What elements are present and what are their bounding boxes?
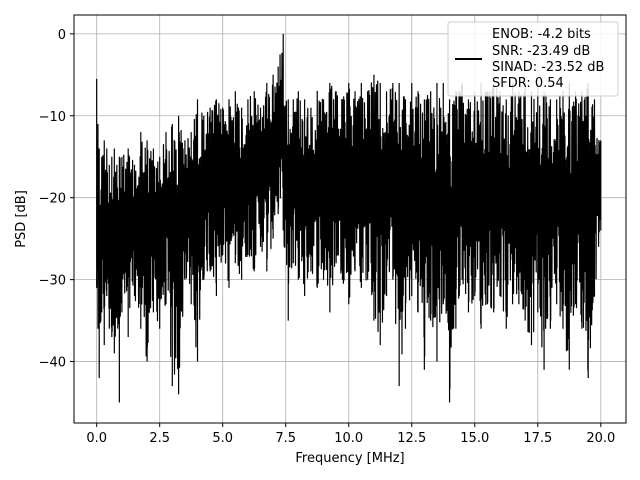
x-tick-label: 5.0	[212, 431, 233, 446]
x-tick-label: 17.5	[523, 431, 552, 446]
x-tick-label: 20.0	[586, 431, 615, 446]
x-axis: 0.0 2.5 5.0 7.5 10.0 12.5 15.0 17.5 20.0	[86, 423, 615, 446]
legend: ENOB: -4.2 bits SNR: -23.49 dB SINAD: -2…	[447, 21, 619, 97]
y-tick-label: 0	[58, 28, 66, 43]
y-tick-label: −20	[39, 192, 66, 207]
x-tick-label: 2.5	[149, 431, 170, 446]
legend-sfdr: SFDR: 0.54	[492, 76, 564, 91]
x-tick-label: 0.0	[86, 431, 107, 446]
y-tick-label: −40	[39, 356, 66, 371]
legend-box	[447, 21, 619, 97]
y-axis-label: PSD [dB]	[14, 190, 29, 248]
psd-series	[96, 33, 602, 403]
x-tick-label: 10.0	[334, 431, 363, 446]
legend-sinad: SINAD: -23.52 dB	[492, 60, 604, 75]
legend-snr: SNR: -23.49 dB	[492, 44, 590, 59]
legend-enob: ENOB: -4.2 bits	[492, 27, 591, 42]
y-tick-label: −30	[39, 274, 66, 289]
x-tick-label: 12.5	[397, 431, 426, 446]
plot-frame	[73, 14, 627, 424]
psd-trace	[96, 33, 602, 403]
y-axis: 0 −10 −20 −30 −40	[39, 28, 74, 371]
x-axis-label: Frequency [MHz]	[295, 451, 404, 466]
x-tick-label: 7.5	[275, 431, 296, 446]
y-tick-label: −10	[39, 110, 66, 125]
x-tick-label: 15.0	[460, 431, 489, 446]
